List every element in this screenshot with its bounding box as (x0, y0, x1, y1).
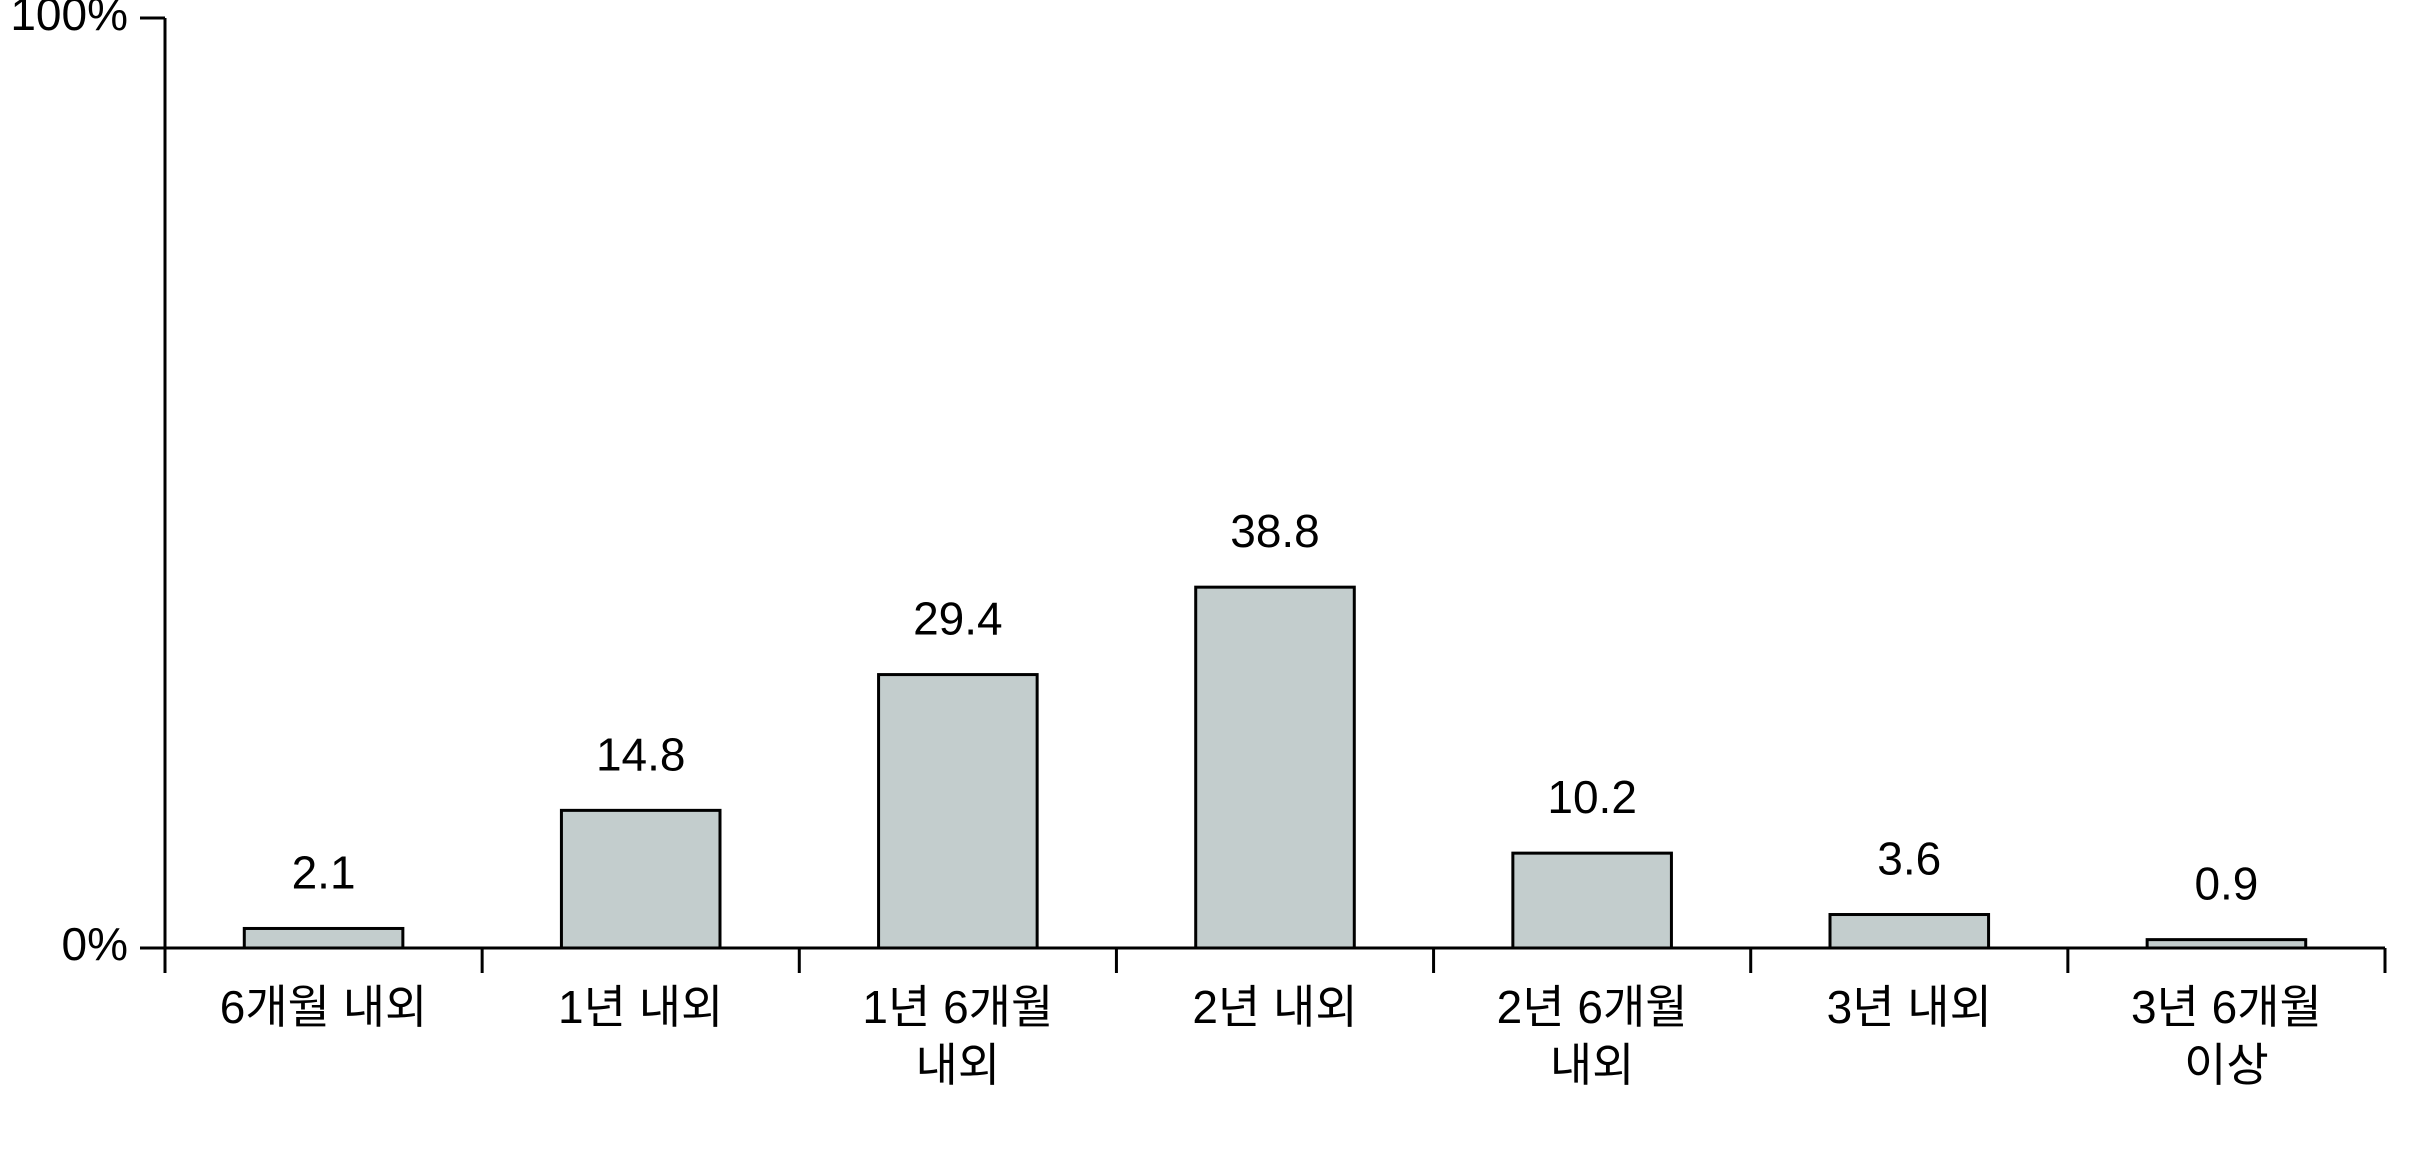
bar (1196, 587, 1355, 948)
x-axis-category-label: 6개월 내외 (220, 981, 428, 1033)
bar-value-label: 29.4 (913, 592, 1003, 644)
x-axis-category-label: 2년 6개월 (1497, 981, 1688, 1033)
bar-value-label: 2.1 (292, 846, 356, 898)
bar (879, 674, 1038, 947)
x-axis-category-label: 내외 (1550, 1039, 1635, 1091)
bar-value-label: 3.6 (1877, 832, 1941, 884)
bar-value-label: 10.2 (1547, 771, 1637, 823)
bar-value-label: 38.8 (1230, 505, 1320, 557)
bar-chart-svg: 0% 100% 2.1 6개월 내외 14.8 1년 내외 29.4 1년 6개월내외 38.8… (0, 0, 2409, 1146)
bar (561, 810, 720, 948)
y-axis-tick-label: 100% (10, 0, 128, 40)
y-axis-tick-label: 0% (62, 918, 128, 970)
bar-chart: 0% 100% 2.1 6개월 내외 14.8 1년 내외 29.4 1년 6개월내외 38.8… (0, 0, 2409, 1151)
bar-value-label: 0.9 (2194, 857, 2258, 909)
x-axis-category-label: 2년 내외 (1192, 981, 1357, 1033)
bar (244, 928, 403, 948)
bar (1830, 914, 1989, 947)
x-axis-category-label: 내외 (916, 1039, 1001, 1091)
x-axis-category-label: 1년 내외 (558, 981, 723, 1033)
x-axis-category-label: 3년 내외 (1827, 981, 1992, 1033)
x-axis-category-label: 이상 (2184, 1039, 2269, 1091)
x-axis-category-label: 3년 6개월 (2131, 981, 2322, 1033)
bar (2147, 939, 2306, 947)
x-axis-category-label: 1년 6개월 (862, 981, 1053, 1033)
bar (1513, 853, 1672, 948)
bar-value-label: 14.8 (596, 728, 686, 780)
